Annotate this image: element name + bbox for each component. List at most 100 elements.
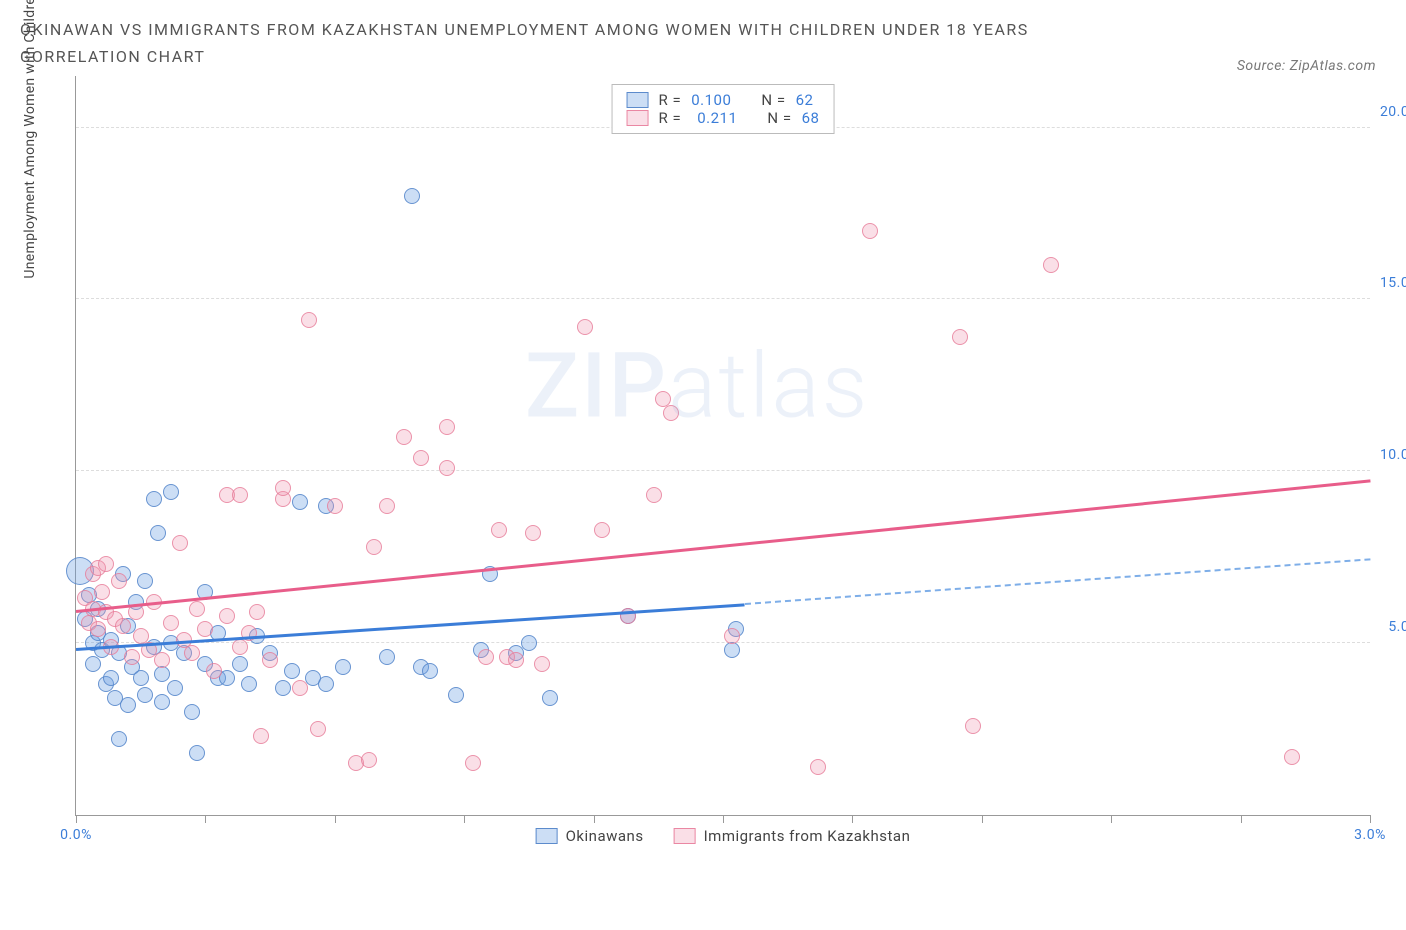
scatter-point bbox=[275, 480, 291, 496]
scatter-point bbox=[85, 656, 101, 672]
scatter-point bbox=[98, 556, 114, 572]
scatter-point bbox=[111, 731, 127, 747]
scatter-point bbox=[189, 601, 205, 617]
scatter-point bbox=[335, 659, 351, 675]
x-tick bbox=[594, 815, 595, 823]
chart-container: OKINAWAN VS IMMIGRANTS FROM KAZAKHSTAN U… bbox=[20, 20, 1386, 910]
scatter-point bbox=[862, 223, 878, 239]
scatter-point bbox=[219, 608, 235, 624]
scatter-point bbox=[379, 498, 395, 514]
scatter-point bbox=[448, 687, 464, 703]
scatter-point bbox=[413, 450, 429, 466]
scatter-point bbox=[115, 618, 131, 634]
x-tick bbox=[1370, 815, 1371, 823]
scatter-point bbox=[422, 663, 438, 679]
scatter-point bbox=[249, 604, 265, 620]
scatter-point bbox=[465, 755, 481, 771]
scatter-point bbox=[1284, 749, 1300, 765]
x-tick bbox=[1241, 815, 1242, 823]
scatter-point bbox=[1043, 257, 1059, 273]
grid-line bbox=[76, 298, 1370, 299]
scatter-point bbox=[594, 522, 610, 538]
scatter-point bbox=[292, 680, 308, 696]
scatter-point bbox=[521, 635, 537, 651]
x-tick bbox=[335, 815, 336, 823]
y-axis-label: Unemployment Among Women with Children U… bbox=[22, 0, 38, 279]
scatter-point bbox=[232, 639, 248, 655]
r-value-okinawans: 0.100 bbox=[691, 91, 731, 109]
legend-label-okinawans: Okinawans bbox=[566, 827, 644, 845]
x-tick bbox=[1111, 815, 1112, 823]
trend-line bbox=[76, 479, 1370, 612]
r-label-2: R = bbox=[659, 109, 682, 127]
scatter-point bbox=[301, 312, 317, 328]
scatter-point bbox=[111, 573, 127, 589]
y-tick-label: 15.0% bbox=[1380, 275, 1406, 291]
swatch-pink-icon bbox=[627, 110, 649, 126]
scatter-point bbox=[232, 487, 248, 503]
chart-area: Unemployment Among Women with Children U… bbox=[20, 76, 1370, 856]
scatter-point bbox=[103, 670, 119, 686]
scatter-point bbox=[396, 429, 412, 445]
grid-line bbox=[76, 470, 1370, 471]
scatter-point bbox=[184, 704, 200, 720]
scatter-point bbox=[965, 718, 981, 734]
scatter-point bbox=[90, 621, 106, 637]
x-label-left: 0.0% bbox=[60, 827, 92, 843]
scatter-point bbox=[154, 694, 170, 710]
scatter-point bbox=[327, 498, 343, 514]
scatter-point bbox=[379, 649, 395, 665]
scatter-point bbox=[124, 649, 140, 665]
series-legend: Okinawans Immigrants from Kazakhstan bbox=[536, 827, 911, 845]
title-block: OKINAWAN VS IMMIGRANTS FROM KAZAKHSTAN U… bbox=[20, 20, 1386, 66]
legend-item-okinawans: Okinawans bbox=[536, 827, 644, 845]
x-tick bbox=[852, 815, 853, 823]
scatter-point bbox=[94, 584, 110, 600]
n-label-2: N = bbox=[767, 109, 791, 127]
scatter-point bbox=[150, 525, 166, 541]
scatter-point bbox=[439, 460, 455, 476]
scatter-point bbox=[724, 628, 740, 644]
n-label: N = bbox=[761, 91, 785, 109]
scatter-point bbox=[439, 419, 455, 435]
scatter-point bbox=[542, 690, 558, 706]
scatter-point bbox=[167, 680, 183, 696]
scatter-point bbox=[508, 652, 524, 668]
scatter-point bbox=[189, 745, 205, 761]
scatter-point bbox=[361, 752, 377, 768]
x-tick bbox=[205, 815, 206, 823]
scatter-point bbox=[172, 535, 188, 551]
scatter-point bbox=[534, 656, 550, 672]
r-value-kazakhstan: 0.211 bbox=[697, 109, 737, 127]
scatter-point bbox=[154, 666, 170, 682]
legend-row-kazakhstan: R = 0.211 N = 68 bbox=[627, 109, 820, 127]
swatch-blue-icon bbox=[627, 92, 649, 108]
watermark: ZIPatlas bbox=[525, 334, 870, 439]
scatter-point bbox=[253, 728, 269, 744]
scatter-point bbox=[275, 680, 291, 696]
scatter-point bbox=[163, 484, 179, 500]
scatter-point bbox=[120, 697, 136, 713]
r-label: R = bbox=[659, 91, 682, 109]
swatch-blue-icon-2 bbox=[536, 828, 558, 844]
scatter-point bbox=[262, 652, 278, 668]
scatter-point bbox=[241, 676, 257, 692]
n-value-okinawans: 62 bbox=[796, 91, 814, 109]
y-tick-label: 5.0% bbox=[1388, 619, 1406, 635]
swatch-pink-icon-2 bbox=[674, 828, 696, 844]
scatter-point bbox=[810, 759, 826, 775]
title-line-2: CORRELATION CHART bbox=[20, 47, 1386, 66]
scatter-point bbox=[133, 670, 149, 686]
scatter-point bbox=[154, 652, 170, 668]
x-tick bbox=[723, 815, 724, 823]
scatter-point bbox=[491, 522, 507, 538]
scatter-point bbox=[366, 539, 382, 555]
scatter-point bbox=[478, 649, 494, 665]
scatter-point bbox=[318, 676, 334, 692]
scatter-point bbox=[724, 642, 740, 658]
legend-item-kazakhstan: Immigrants from Kazakhstan bbox=[674, 827, 911, 845]
scatter-point bbox=[525, 525, 541, 541]
scatter-point bbox=[284, 663, 300, 679]
watermark-suffix: atlas bbox=[668, 334, 869, 439]
scatter-point bbox=[310, 721, 326, 737]
